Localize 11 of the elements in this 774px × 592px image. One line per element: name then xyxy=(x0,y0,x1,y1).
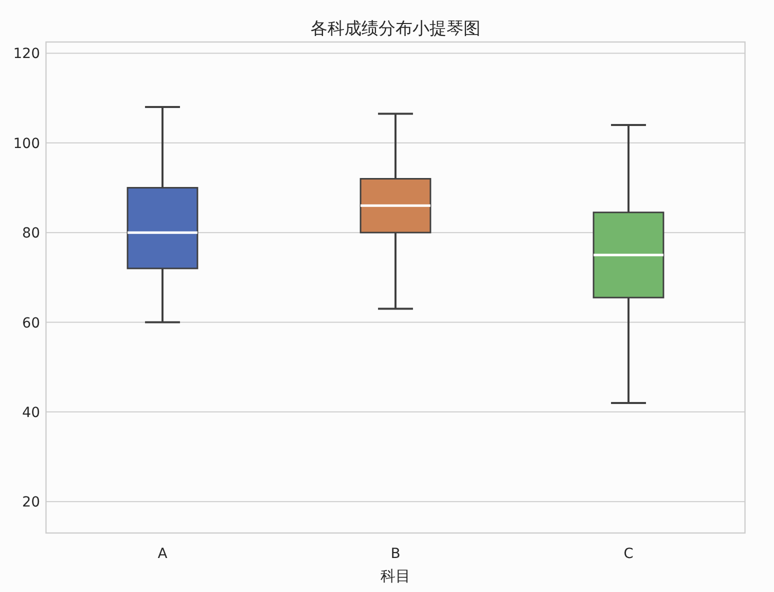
x-tick-label: C xyxy=(624,546,634,562)
x-tick-label: B xyxy=(390,546,400,562)
x-axis-title: 科目 xyxy=(380,567,410,585)
y-tick-label: 20 xyxy=(22,494,40,511)
y-tick-label: 80 xyxy=(22,226,40,242)
y-tick-label: 60 xyxy=(22,315,40,332)
chart-title: 各科成绩分布小提琴图 xyxy=(310,19,480,39)
x-tick-label: A xyxy=(158,546,168,562)
y-tick-label: 40 xyxy=(22,404,40,421)
y-tick-label: 100 xyxy=(13,136,40,152)
y-tick-label: 120 xyxy=(13,46,40,62)
